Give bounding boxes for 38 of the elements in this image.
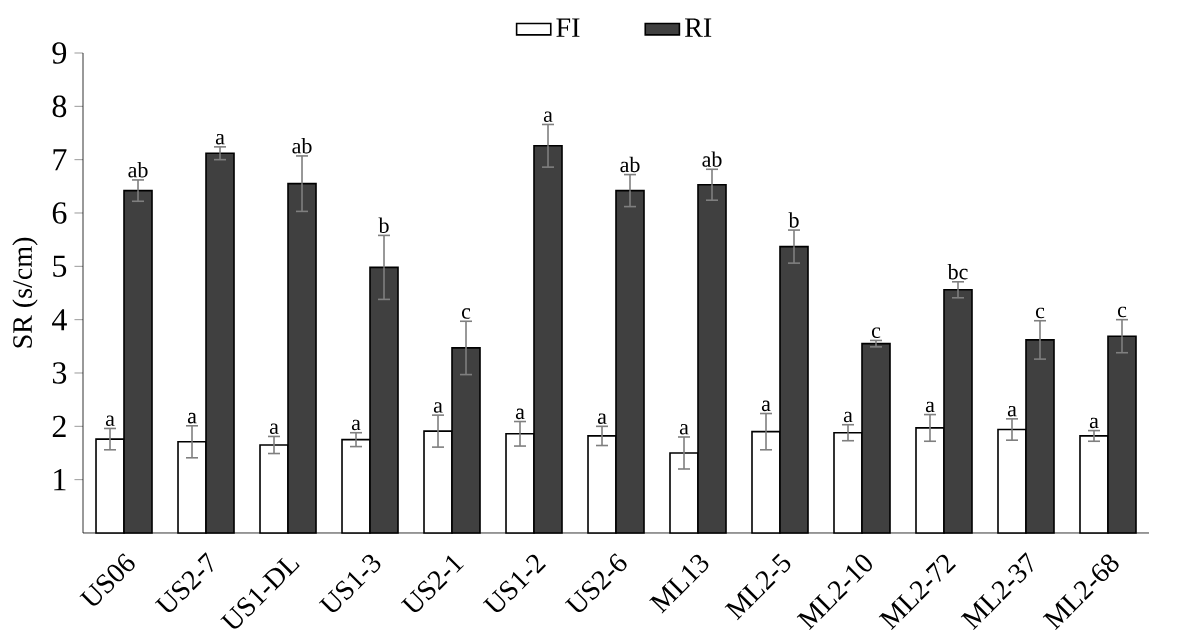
y-tick-label: 8 [52,95,67,118]
y-axis-title: SR (s/cm) [12,237,38,348]
data-label: c [871,327,881,339]
legend-label: FI [556,18,580,37]
y-tick-label: 3 [52,362,67,384]
data-label: a [269,423,279,435]
data-label: a [515,408,525,420]
data-label: a [215,133,225,145]
data-label: a [105,415,115,427]
data-label: b [378,217,389,233]
data-label: ab [128,162,148,178]
data-label: a [597,413,607,424]
data-label: c [1035,307,1045,319]
legend-label: RI [685,18,712,37]
data-label: a [761,400,771,412]
data-label: ab [702,151,722,167]
data-label: b [788,212,799,228]
data-label: a [1089,417,1099,429]
data-label: c [461,308,471,319]
data-label: ab [292,138,312,154]
data-label: a [187,412,197,424]
y-tick-label: 5 [53,255,67,277]
y-tick-label: 9 [52,42,67,64]
data-label: a [925,401,935,413]
data-label: ab [620,156,640,173]
y-tick-label: 2 [52,415,66,437]
y-tick-label: 1 [54,469,66,491]
data-label: c [1117,306,1127,318]
data-label: a [433,402,443,413]
data-label: a [351,419,361,431]
data-label: a [843,411,853,423]
y-tick-label: 7 [53,149,67,171]
y-tick-label: 4 [52,309,67,331]
data-label: a [679,424,689,435]
data-label: a [1007,405,1017,417]
data-label: bc [947,263,968,280]
y-tick-label: 6 [52,202,67,224]
data-label: a [543,111,553,123]
